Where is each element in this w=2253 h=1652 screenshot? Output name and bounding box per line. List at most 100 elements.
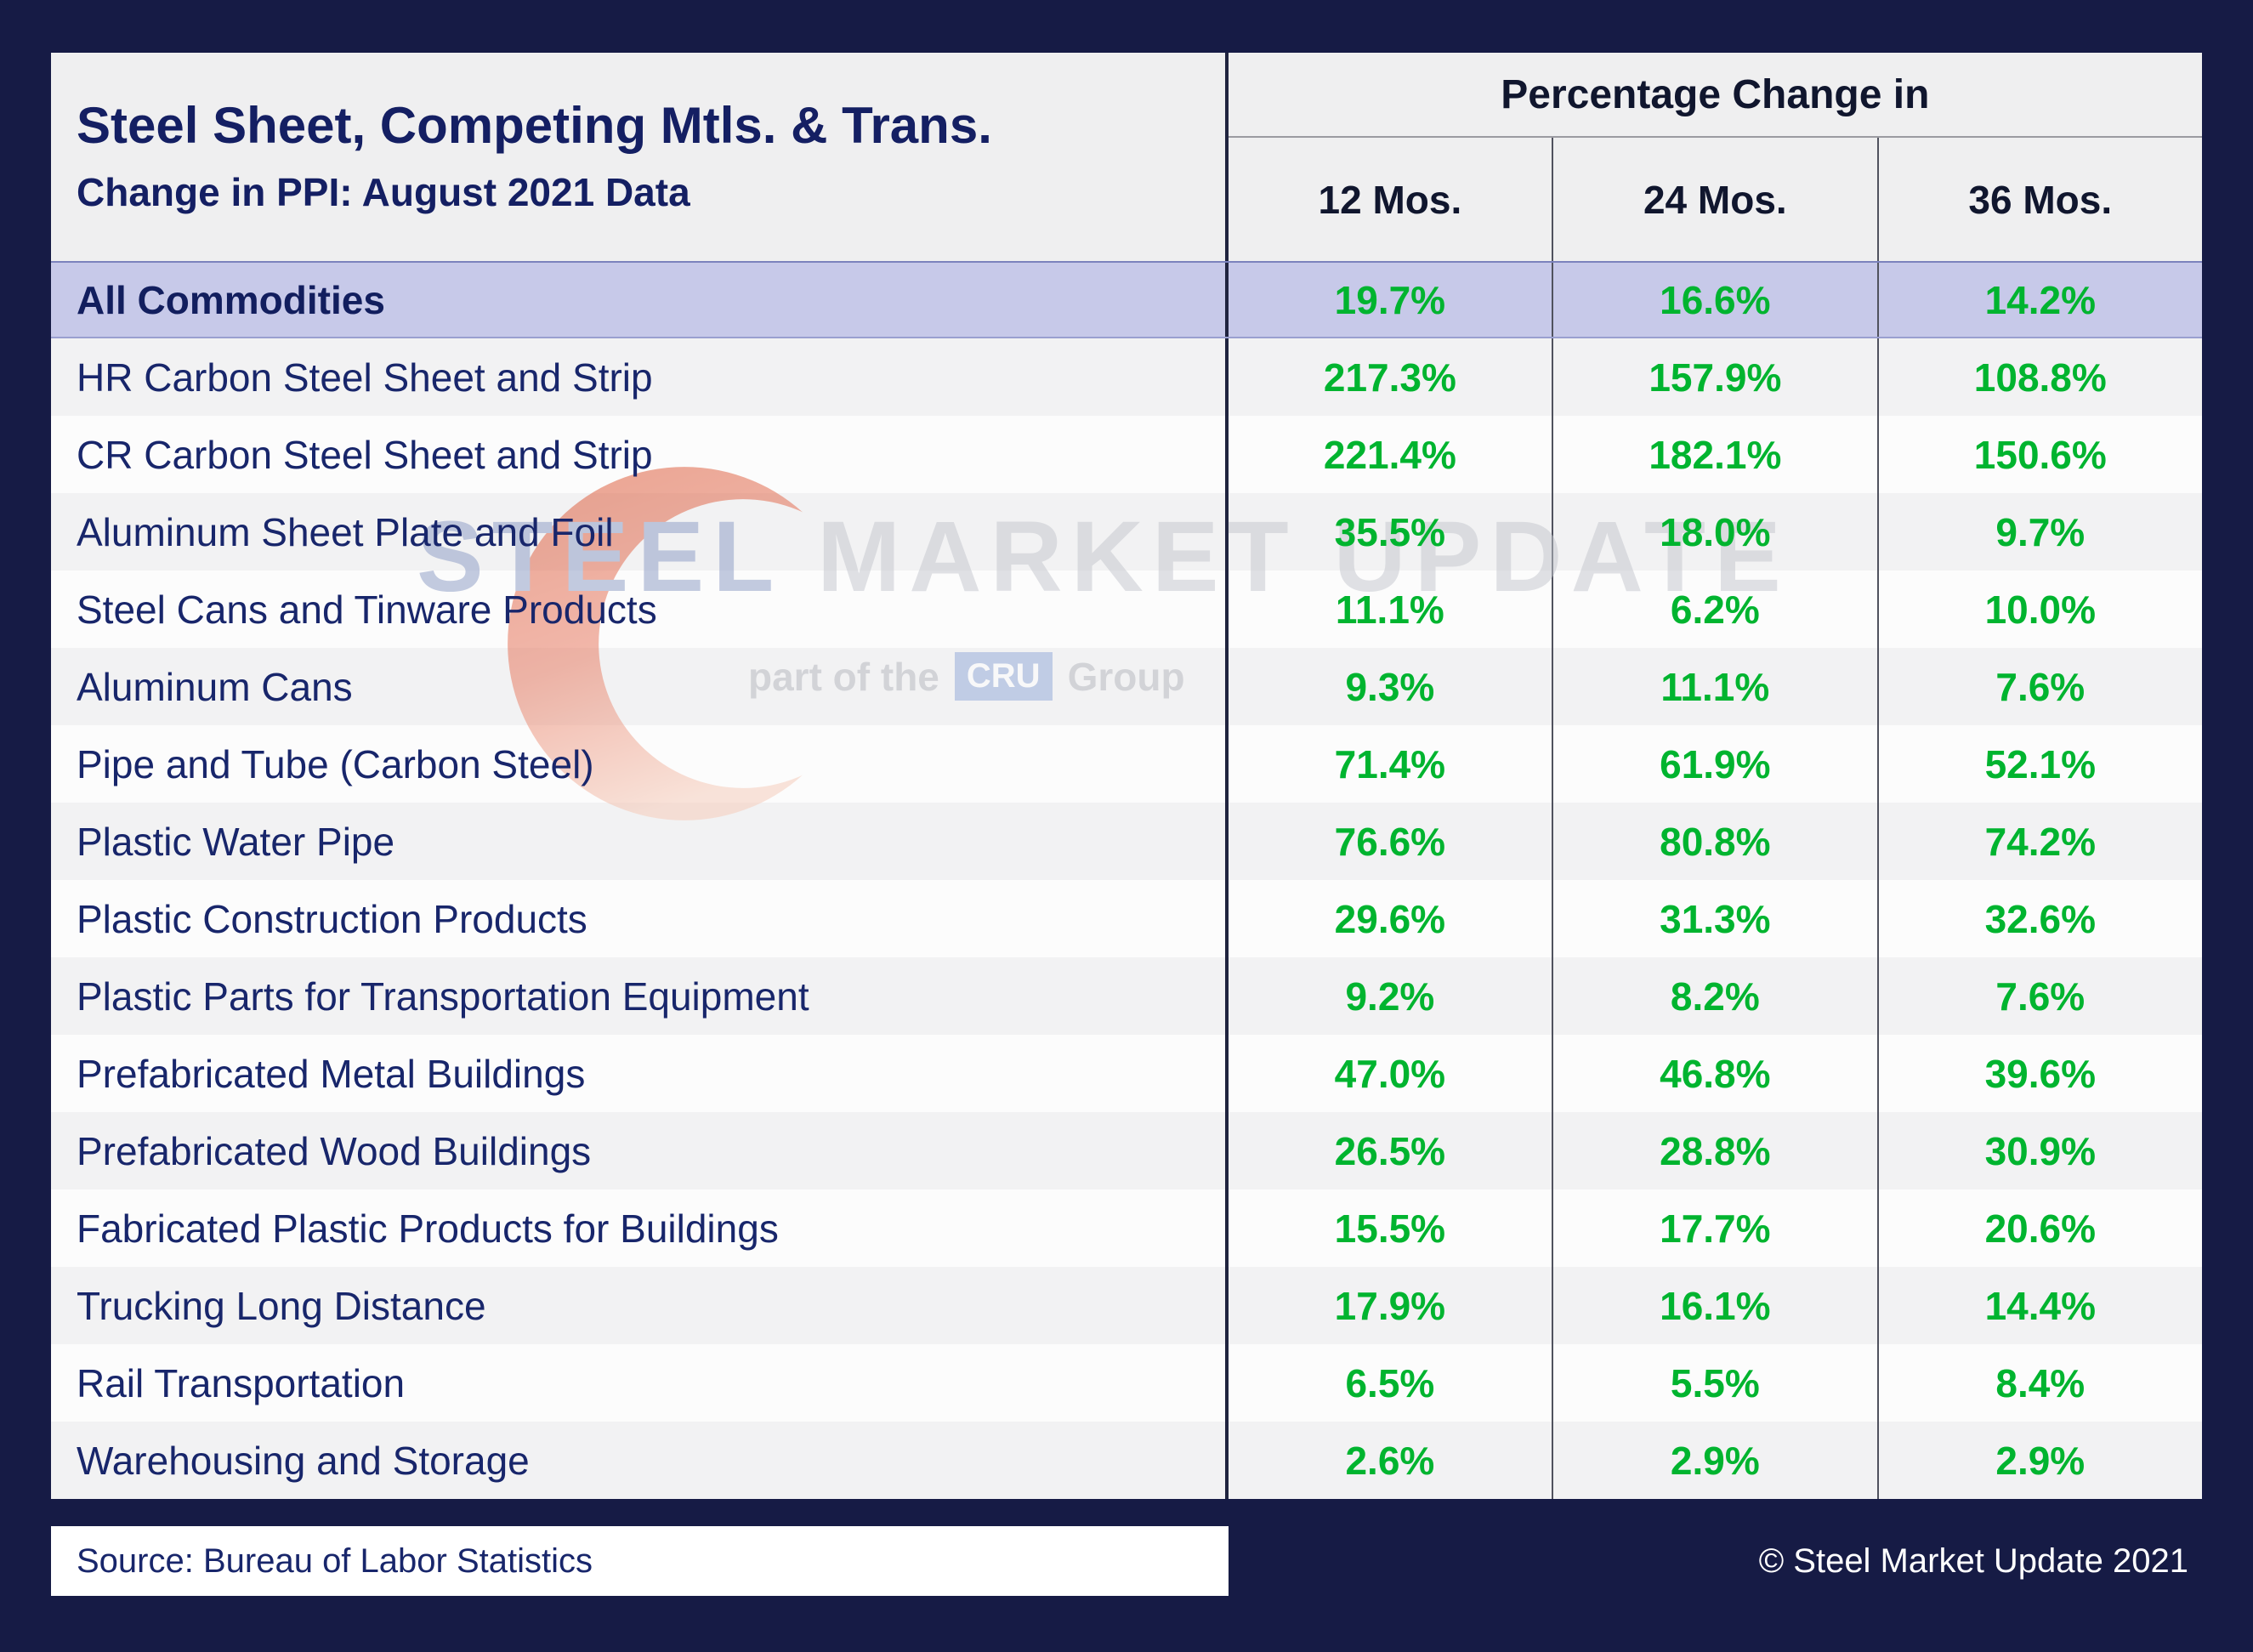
value-text: 47.0% bbox=[1334, 1051, 1446, 1096]
row-label: Pipe and Tube (Carbon Steel) bbox=[51, 725, 1229, 803]
value-text: 10.0% bbox=[1984, 587, 2096, 632]
value-36mos: 7.6% bbox=[1876, 648, 2202, 725]
row-label: Trucking Long Distance bbox=[51, 1267, 1229, 1344]
value-24mos: 6.2% bbox=[1552, 571, 1876, 648]
value-text: 14.4% bbox=[1984, 1283, 2096, 1328]
value-24mos: 46.8% bbox=[1552, 1035, 1876, 1112]
value-36mos: 9.7% bbox=[1876, 493, 2202, 571]
page-subtitle: Change in PPI: August 2021 Data bbox=[77, 170, 690, 214]
row-label: Steel Cans and Tinware Products bbox=[51, 571, 1229, 648]
table-row: Prefabricated Metal Buildings 47.0% 46.8% 3… bbox=[51, 1035, 2202, 1112]
page-title: Steel Sheet, Competing Mtls. & Trans. bbox=[77, 97, 992, 154]
table-card: Steel Sheet, Competing Mtls. & Trans. Ch… bbox=[51, 53, 2202, 1499]
value-text: 15.5% bbox=[1334, 1206, 1446, 1251]
value-12mos: 29.6% bbox=[1229, 880, 1552, 957]
value-text: 2.6% bbox=[1345, 1438, 1435, 1483]
value-12mos: 221.4% bbox=[1229, 416, 1552, 493]
table-row: Prefabricated Wood Buildings 26.5% 28.8% 30… bbox=[51, 1112, 2202, 1189]
value-text: 8.2% bbox=[1670, 974, 1760, 1019]
col-header-36mos: 36 Mos. bbox=[1876, 138, 2202, 261]
row-label: Plastic Construction Products bbox=[51, 880, 1229, 957]
table-row: Steel Cans and Tinware Products 11.1% 6.2%… bbox=[51, 571, 2202, 648]
value-text: 17.9% bbox=[1334, 1283, 1446, 1328]
value-24mos: 17.7% bbox=[1552, 1189, 1876, 1267]
header-title-block: Steel Sheet, Competing Mtls. & Trans. Ch… bbox=[51, 53, 1229, 261]
value-12mos: 11.1% bbox=[1229, 571, 1552, 648]
table-row: Plastic Parts for Transportation Equipme… bbox=[51, 957, 2202, 1035]
value-36mos: 32.6% bbox=[1876, 880, 2202, 957]
value-12mos: 71.4% bbox=[1229, 725, 1552, 803]
row-label: Plastic Water Pipe bbox=[51, 803, 1229, 880]
table-row: Aluminum Cans 9.3% 11.1% 7.6% bbox=[51, 648, 2202, 725]
copyright-note: © Steel Market Update 2021 bbox=[1758, 1541, 2188, 1580]
row-label-text: CR Carbon Steel Sheet and Strip bbox=[77, 432, 653, 477]
value-text: 8.4% bbox=[1995, 1360, 2086, 1405]
table-row: CR Carbon Steel Sheet and Strip 221.4% 182… bbox=[51, 416, 2202, 493]
row-label: Prefabricated Wood Buildings bbox=[51, 1112, 1229, 1189]
value-12mos: 15.5% bbox=[1229, 1189, 1552, 1267]
value-text: 157.9% bbox=[1649, 355, 1782, 400]
row-label: CR Carbon Steel Sheet and Strip bbox=[51, 416, 1229, 493]
value-text: 29.6% bbox=[1334, 896, 1446, 941]
value-36mos: 20.6% bbox=[1876, 1189, 2202, 1267]
header-columns-block: Percentage Change in 12 Mos. 24 Mos. 36 … bbox=[1228, 53, 2202, 261]
value-text: 31.3% bbox=[1660, 896, 1771, 941]
value-text: 2.9% bbox=[1995, 1438, 2086, 1483]
row-label-text: Prefabricated Wood Buildings bbox=[77, 1128, 592, 1173]
value-36mos: 39.6% bbox=[1876, 1035, 2202, 1112]
row-label-text: Fabricated Plastic Products for Building… bbox=[77, 1206, 779, 1251]
value-text: 14.2% bbox=[1984, 277, 2096, 322]
row-label-text: Plastic Parts for Transportation Equipme… bbox=[77, 974, 809, 1019]
value-text: 9.3% bbox=[1345, 664, 1435, 709]
value-text: 7.6% bbox=[1995, 974, 2086, 1019]
value-12mos: 35.5% bbox=[1229, 493, 1552, 571]
value-36mos: 74.2% bbox=[1876, 803, 2202, 880]
row-label: Prefabricated Metal Buildings bbox=[51, 1035, 1229, 1112]
row-label-text: Pipe and Tube (Carbon Steel) bbox=[77, 741, 594, 786]
value-text: 9.7% bbox=[1995, 509, 2086, 554]
value-24mos: 182.1% bbox=[1552, 416, 1876, 493]
value-text: 28.8% bbox=[1660, 1128, 1771, 1173]
row-label-text: All Commodities bbox=[77, 277, 385, 322]
value-text: 108.8% bbox=[1973, 355, 2107, 400]
value-text: 17.7% bbox=[1660, 1206, 1771, 1251]
row-label: All Commodities bbox=[51, 263, 1229, 337]
value-text: 9.2% bbox=[1345, 974, 1435, 1019]
value-text: 30.9% bbox=[1984, 1128, 2096, 1173]
value-text: 11.1% bbox=[1335, 587, 1444, 632]
value-24mos: 28.8% bbox=[1552, 1112, 1876, 1189]
value-24mos: 31.3% bbox=[1552, 880, 1876, 957]
value-text: 32.6% bbox=[1984, 896, 2096, 941]
value-24mos: 8.2% bbox=[1552, 957, 1876, 1035]
value-24mos: 11.1% bbox=[1552, 648, 1876, 725]
value-text: 74.2% bbox=[1984, 819, 2096, 864]
value-24mos: 157.9% bbox=[1552, 338, 1876, 416]
value-text: 52.1% bbox=[1984, 741, 2096, 786]
value-12mos: 17.9% bbox=[1229, 1267, 1552, 1344]
table-row: Warehousing and Storage 2.6% 2.9% 2.9% bbox=[51, 1422, 2202, 1499]
value-text: 71.4% bbox=[1334, 741, 1446, 786]
row-label-text: Plastic Construction Products bbox=[77, 896, 587, 941]
value-12mos: 6.5% bbox=[1229, 1344, 1552, 1422]
row-label-text: Steel Cans and Tinware Products bbox=[77, 587, 657, 632]
value-text: 16.6% bbox=[1660, 277, 1771, 322]
value-12mos: 217.3% bbox=[1229, 338, 1552, 416]
row-label: Aluminum Cans bbox=[51, 648, 1229, 725]
table-row: Trucking Long Distance 17.9% 16.1% 14.4% bbox=[51, 1267, 2202, 1344]
value-36mos: 2.9% bbox=[1876, 1422, 2202, 1499]
value-text: 76.6% bbox=[1334, 819, 1446, 864]
footer: Source: Bureau of Labor Statistics © Ste… bbox=[51, 1526, 2202, 1596]
value-text: 18.0% bbox=[1660, 509, 1771, 554]
value-text: 39.6% bbox=[1984, 1051, 2096, 1096]
col-header-12mos: 12 Mos. bbox=[1318, 177, 1462, 222]
table-body: All Commodities 19.7% 16.6% 14.2% HR Carbon … bbox=[51, 261, 2202, 1499]
row-label-text: Warehousing and Storage bbox=[77, 1438, 530, 1483]
row-label-text: Aluminum Sheet Plate and Foil bbox=[77, 509, 614, 554]
table-row: Pipe and Tube (Carbon Steel) 71.4% 61.9% 52… bbox=[51, 725, 2202, 803]
table-row-all-commodities: All Commodities 19.7% 16.6% 14.2% bbox=[51, 261, 2202, 338]
table-row: Aluminum Sheet Plate and Foil 35.5% 18.0% 9… bbox=[51, 493, 2202, 571]
column-group-header: Percentage Change in bbox=[1228, 53, 2202, 138]
value-text: 16.1% bbox=[1660, 1283, 1771, 1328]
table-row: Rail Transportation 6.5% 5.5% 8.4% bbox=[51, 1344, 2202, 1422]
col-header-24mos: 24 Mos. bbox=[1552, 138, 1876, 261]
